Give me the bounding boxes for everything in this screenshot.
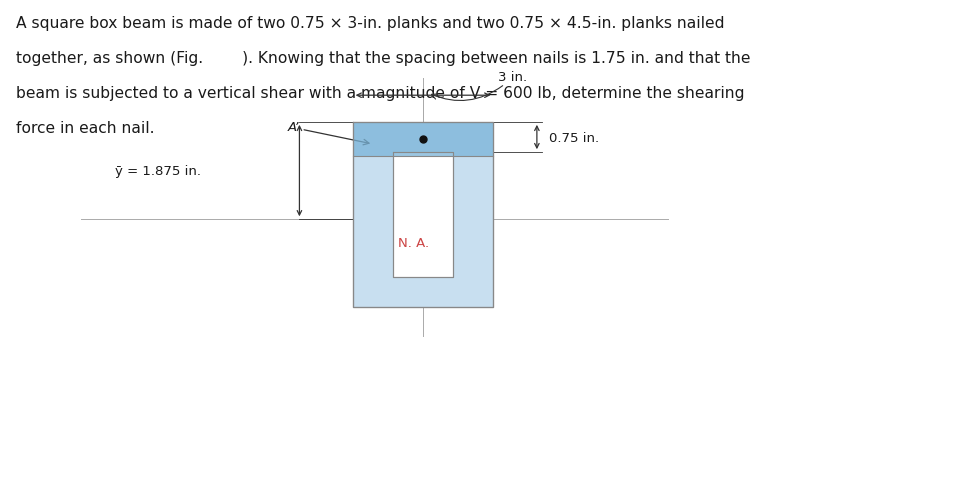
Text: force in each nail.: force in each nail. bbox=[16, 121, 155, 136]
Text: A square box beam is made of two 0.75 × 3-in. planks and two 0.75 × 4.5-in. plan: A square box beam is made of two 0.75 × … bbox=[16, 16, 724, 31]
Bar bbox=[353, 122, 493, 307]
Text: A’: A’ bbox=[288, 121, 299, 134]
Text: N. A.: N. A. bbox=[399, 237, 430, 250]
Text: ȳ = 1.875 in.: ȳ = 1.875 in. bbox=[116, 165, 201, 178]
Text: 3 in.: 3 in. bbox=[498, 71, 527, 84]
Bar bbox=[394, 153, 453, 277]
Bar bbox=[353, 122, 493, 157]
Text: 0.75 in.: 0.75 in. bbox=[548, 131, 599, 144]
Text: together, as shown (Fig.        ). Knowing that the spacing between nails is 1.7: together, as shown (Fig. ). Knowing that… bbox=[16, 51, 750, 66]
Text: beam is subjected to a vertical shear with a magnitude of V = 600 lb, determine : beam is subjected to a vertical shear wi… bbox=[16, 86, 745, 101]
